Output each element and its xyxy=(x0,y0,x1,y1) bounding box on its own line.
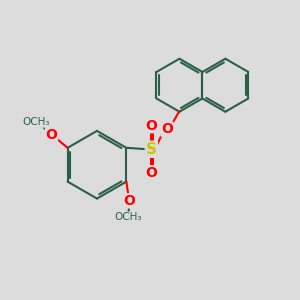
Text: OCH₃: OCH₃ xyxy=(22,117,50,127)
Text: S: S xyxy=(146,142,157,157)
Text: O: O xyxy=(161,122,173,136)
Text: O: O xyxy=(146,166,157,180)
Text: O: O xyxy=(123,194,135,208)
Text: O: O xyxy=(146,119,157,133)
Text: OCH₃: OCH₃ xyxy=(114,212,142,222)
Text: O: O xyxy=(46,128,57,142)
